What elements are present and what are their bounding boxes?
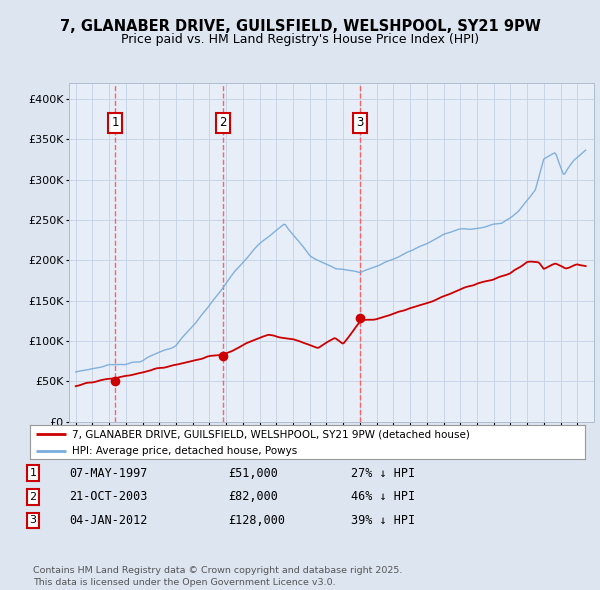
Text: 04-JAN-2012: 04-JAN-2012 [69,514,148,527]
Text: 07-MAY-1997: 07-MAY-1997 [69,467,148,480]
Text: 1: 1 [29,468,37,478]
Text: 7, GLANABER DRIVE, GUILSFIELD, WELSHPOOL, SY21 9PW (detached house): 7, GLANABER DRIVE, GUILSFIELD, WELSHPOOL… [71,429,470,439]
Text: 3: 3 [29,516,37,525]
Text: 2: 2 [29,492,37,502]
Text: £51,000: £51,000 [228,467,278,480]
Text: HPI: Average price, detached house, Powys: HPI: Average price, detached house, Powy… [71,446,297,456]
Text: 27% ↓ HPI: 27% ↓ HPI [351,467,415,480]
Text: 3: 3 [356,116,364,129]
Text: 46% ↓ HPI: 46% ↓ HPI [351,490,415,503]
Text: £82,000: £82,000 [228,490,278,503]
Text: 39% ↓ HPI: 39% ↓ HPI [351,514,415,527]
Text: £128,000: £128,000 [228,514,285,527]
Text: 1: 1 [111,116,119,129]
Text: Contains HM Land Registry data © Crown copyright and database right 2025.
This d: Contains HM Land Registry data © Crown c… [33,566,403,587]
Text: 2: 2 [219,116,227,129]
Text: Price paid vs. HM Land Registry's House Price Index (HPI): Price paid vs. HM Land Registry's House … [121,33,479,46]
Text: 21-OCT-2003: 21-OCT-2003 [69,490,148,503]
Text: 7, GLANABER DRIVE, GUILSFIELD, WELSHPOOL, SY21 9PW: 7, GLANABER DRIVE, GUILSFIELD, WELSHPOOL… [59,19,541,34]
